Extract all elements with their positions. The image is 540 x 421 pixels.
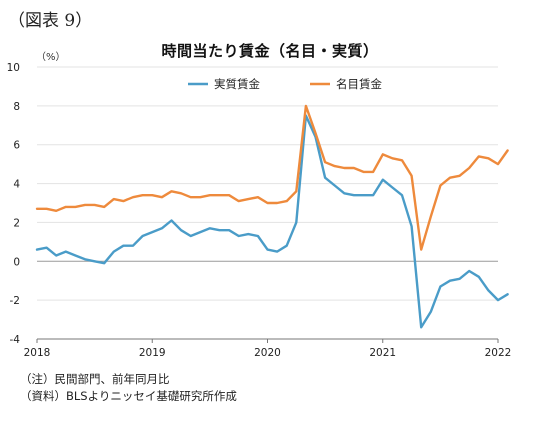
y-tick-label: -2 bbox=[10, 295, 20, 307]
x-tick-label: 2020 bbox=[254, 347, 281, 359]
figure-label: （図表 9） bbox=[8, 11, 93, 31]
y-tick-label: 10 bbox=[7, 62, 20, 74]
x-tick-label: 2021 bbox=[369, 347, 396, 359]
series-line-real-wage bbox=[35, 114, 509, 329]
y-axis-unit: （%） bbox=[36, 52, 66, 63]
x-tick-label: 2018 bbox=[24, 347, 51, 359]
y-tick-label: 8 bbox=[13, 101, 20, 113]
y-tick-label: 0 bbox=[13, 256, 20, 268]
x-tick-label: 2019 bbox=[139, 347, 166, 359]
notes: （注）民間部門、前年同月比 （資料）BLSよりニッセイ基礎研究所作成 bbox=[20, 371, 237, 405]
y-tick-label: -4 bbox=[10, 334, 21, 346]
y-tick-label: 6 bbox=[13, 140, 20, 152]
y-tick-label: 4 bbox=[13, 179, 20, 191]
y-tick-label: 2 bbox=[13, 217, 20, 229]
legend-label-nominal-wage: 名目賃金 bbox=[336, 77, 382, 91]
note-source-1: （注）民間部門、前年同月比 bbox=[20, 372, 170, 386]
x-tick-label: 2022 bbox=[485, 347, 512, 359]
series-line-nominal-wage bbox=[35, 104, 509, 251]
chart-title: 時間当たり賃金（名目・実質） bbox=[161, 42, 379, 60]
note-source-2: （資料）BLSよりニッセイ基礎研究所作成 bbox=[20, 389, 237, 403]
legend-label-real-wage: 実質賃金 bbox=[214, 77, 260, 91]
